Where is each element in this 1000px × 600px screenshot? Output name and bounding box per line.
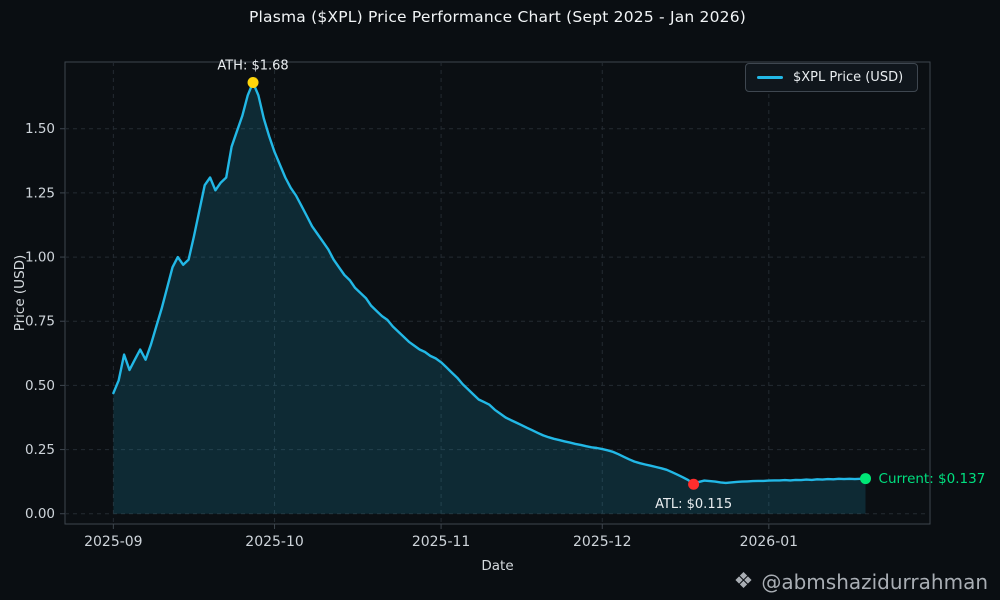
y-tick-label: 0.00 — [25, 506, 55, 522]
legend-line-sample — [757, 76, 783, 79]
x-tick-label: 2025-10 — [245, 534, 304, 550]
x-tick-label: 2025-12 — [573, 534, 632, 550]
current-dot — [860, 473, 872, 485]
y-axis-label: Price (USD) — [12, 254, 28, 332]
x-tick-label: 2026-01 — [740, 534, 799, 550]
gridlines — [65, 62, 930, 524]
x-tick-label: 2025-09 — [84, 534, 143, 550]
axis-tick-labels: 0.00 0.25 0.50 0.75 1.00 1.25 1.50 2025-09 2025-… — [25, 121, 798, 550]
y-tick-label: 1.25 — [25, 185, 55, 201]
y-tick-label: 0.25 — [25, 442, 55, 458]
price-area-path — [113, 82, 866, 514]
watermark-handle: @abmshazidurrahman — [761, 570, 988, 594]
ath-annotation: ATH: $1.68 — [217, 59, 288, 74]
price-line — [112, 81, 867, 486]
binance-diamond-icon: ❖ — [733, 569, 754, 594]
chart-legend: $XPL Price (USD) — [745, 63, 919, 92]
annotations: ATH: $1.68 ATL: $0.115 Current: $0.137 — [217, 59, 985, 513]
x-axis-label: Date — [481, 558, 514, 574]
y-tick-label: 0.75 — [25, 314, 55, 330]
y-tick-label: 1.00 — [25, 250, 55, 266]
atl-dot — [688, 478, 700, 490]
current-annotation: Current: $0.137 — [879, 471, 986, 487]
x-tick-label: 2025-11 — [412, 534, 471, 550]
y-tick-label: 0.50 — [25, 378, 55, 394]
chart-title: Plasma ($XPL) Price Performance Chart (S… — [248, 8, 747, 26]
ath-dot — [247, 77, 259, 89]
marker-dots — [247, 77, 872, 490]
plot-area — [64, 61, 931, 525]
legend-label: $XPL Price (USD) — [793, 70, 904, 85]
price-line-path — [112, 81, 867, 486]
y-tick-label: 1.50 — [25, 121, 55, 137]
atl-annotation: ATL: $0.115 — [655, 497, 732, 512]
watermark: ❖ @abmshazidurrahman — [734, 570, 988, 594]
price-area-fill — [113, 82, 866, 514]
